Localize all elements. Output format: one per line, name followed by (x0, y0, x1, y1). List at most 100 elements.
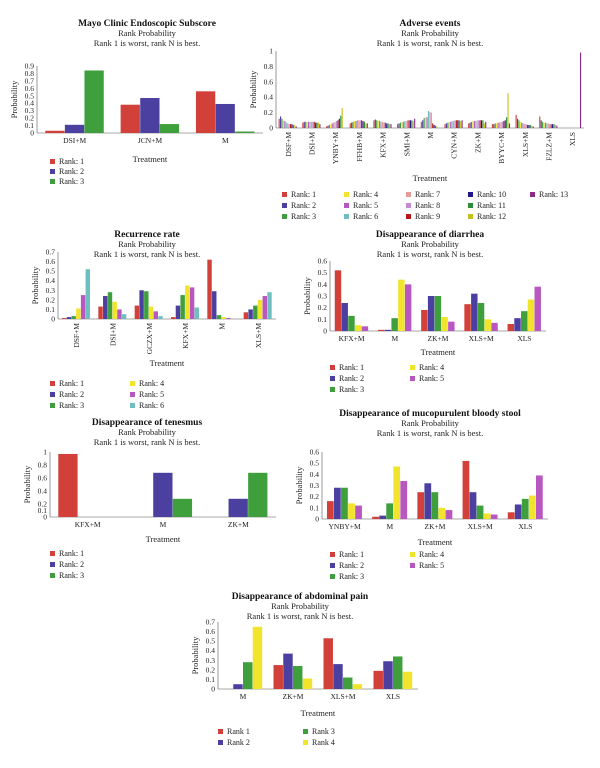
chart-title: Adverse events (400, 19, 461, 29)
chart-note: Rank 1 is worst, rank N is best. (377, 38, 483, 48)
y-tick-label: 0.9 (25, 62, 35, 71)
bar-adverse-rank3-byycm (494, 123, 496, 128)
legend-label: Rank: 2 (339, 561, 364, 570)
y-tick-label: 0.6 (25, 84, 35, 93)
bar-adverse-rank7-dsfm (287, 123, 289, 128)
y-tick-label: 1 (43, 448, 47, 457)
bar-stool-rank4-xlsm (483, 513, 491, 519)
y-tick-label: 0.3 (310, 481, 320, 490)
x-tick-label: KFX+M (379, 132, 388, 158)
x-tick-label: KFX+M (181, 323, 190, 349)
y-axis-label: Probability (248, 70, 258, 109)
chart-title: Disappearance of diarrhea (376, 230, 484, 240)
chart-title: Disappearance of abdominal pain (232, 592, 369, 602)
bar-adverse-rank12-dsfm (294, 124, 296, 128)
y-tick-label: 0.6 (46, 257, 56, 266)
y-tick-label: 0.2 (318, 303, 328, 312)
bar-abdominal-rank1-xls (373, 670, 383, 689)
bar-adverse-rank8-ynbym (335, 121, 338, 128)
legend-label: Rank: 3 (59, 571, 84, 580)
x-tick-label: KFX+M (339, 334, 365, 343)
bar-abdominal-rank4-xls (402, 671, 413, 689)
bar-adverse-rank4-fzlzm (543, 122, 545, 128)
bar-adverse-rank3-ynbym (328, 124, 330, 128)
bar-stool-rank1-xls (507, 512, 515, 519)
y-tick-label: 0.2 (206, 665, 216, 674)
y-tick-label: 0 (43, 513, 47, 522)
x-tick-label: ZK+M (228, 520, 249, 529)
y-tick-label: 0.6 (310, 448, 320, 457)
x-tick-label: ZK+M (425, 522, 446, 531)
bar-adverse-rank11-xlsm (529, 124, 531, 128)
bar-recurrence-rank3-gczxm (144, 291, 149, 319)
bar-adverse-rank10-fzlzm (552, 124, 554, 128)
bar-stool-rank4-m (393, 466, 401, 519)
legend-swatch (218, 729, 223, 734)
x-tick-label: XLS+M (468, 522, 493, 531)
bar-stool-rank5-xlsm (490, 514, 498, 519)
bar-adverse-rank1-zkm (468, 123, 470, 128)
bar-adverse-rank11-smim (411, 120, 413, 128)
bar-adverse-rank10-smim (409, 120, 411, 128)
bar-adverse-rank10-dsim (315, 122, 317, 128)
x-axis-label: Treatment (418, 537, 453, 547)
bar-recurrence-rank3-dsfm (71, 316, 76, 319)
bar-tenesmus-rank1-kfxm (58, 453, 78, 517)
x-tick-label: FFHB+M (355, 132, 364, 162)
bar-stool-rank5-zkm (445, 510, 453, 519)
legend-label: Rank: 8 (415, 201, 440, 210)
y-axis-label: Probability (9, 80, 19, 119)
bar-recurrence-rank6-xlsm (267, 292, 272, 319)
bar-adverse-rank9-dsim (313, 121, 315, 128)
y-tick-label: 0.1 (310, 503, 320, 512)
bar-adverse-rank8-zkm (478, 120, 480, 128)
bar-adverse-rank11-kfxm (387, 123, 389, 128)
bar-adverse-rank12-xlsm (531, 125, 533, 128)
bar-recurrence-rank2-m (212, 291, 217, 319)
bar-adverse-rank9-zkm (479, 120, 481, 128)
bar-adverse-rank1-smim (397, 124, 399, 128)
x-axis-label: Treatment (421, 347, 456, 357)
bar-diarrhea-rank3-xlsm (477, 303, 485, 331)
legend-swatch (130, 392, 135, 397)
bar-adverse-rank8-dsfm (288, 124, 290, 128)
bar-recurrence-rank6-dsim (121, 314, 127, 319)
legend-swatch (50, 381, 55, 386)
bar-adverse-rank2-dsim (303, 121, 305, 128)
y-tick-label: 0.2 (38, 500, 48, 509)
bar-stool-rank2-m (379, 515, 386, 519)
bar-adverse-rank1-kfxm (373, 120, 375, 128)
bar-adverse-rank7-byycm (500, 121, 502, 128)
x-axis-label: Treatment (133, 154, 168, 164)
legend-swatch (406, 214, 411, 219)
bar-adverse-rank7-smim (405, 121, 407, 128)
y-tick-label: 0.1 (38, 506, 48, 515)
bar-abdominal-rank3-m (243, 662, 253, 689)
y-tick-label: 0.6 (318, 257, 328, 266)
x-tick-label: DSI+M (308, 132, 317, 155)
bar-adverse-rank5-byycm (497, 122, 499, 128)
legend-label: Rank: 1 (59, 379, 84, 388)
legend-label: Rank: 1 (339, 550, 364, 559)
y-tick-label: 0.5 (46, 267, 56, 276)
legend-swatch (330, 376, 335, 381)
legend-label: Rank: 13 (539, 190, 568, 199)
legend-swatch (50, 179, 55, 184)
bar-abdominal-rank1-zkm (273, 665, 283, 689)
x-tick-label: M (391, 334, 398, 343)
bar-adverse-rank3-xlsm (518, 120, 520, 128)
bar-adverse-rank10-ffhbm (362, 121, 364, 128)
bar-adverse-rank11-m (434, 125, 437, 128)
bar-adverse-rank8-m (430, 112, 432, 128)
bar-adverse-rank9-m (432, 123, 434, 128)
bar-adverse-rank13-dsim (319, 124, 321, 128)
bar-adverse-rank9-kfxm (384, 122, 386, 128)
chart-subtitle: Rank Probability (401, 418, 460, 428)
bar-adverse-rank5-ynbym (331, 123, 333, 128)
legend-swatch (344, 203, 349, 208)
legend-label: Rank 4 (312, 738, 335, 747)
bar-recurrence-rank1-dsim (98, 306, 103, 319)
bar-adverse-rank11-fzlzm (553, 124, 555, 128)
bar-recurrence-rank4-dsfm (76, 308, 81, 319)
legend-label: Rank: 11 (477, 201, 506, 210)
